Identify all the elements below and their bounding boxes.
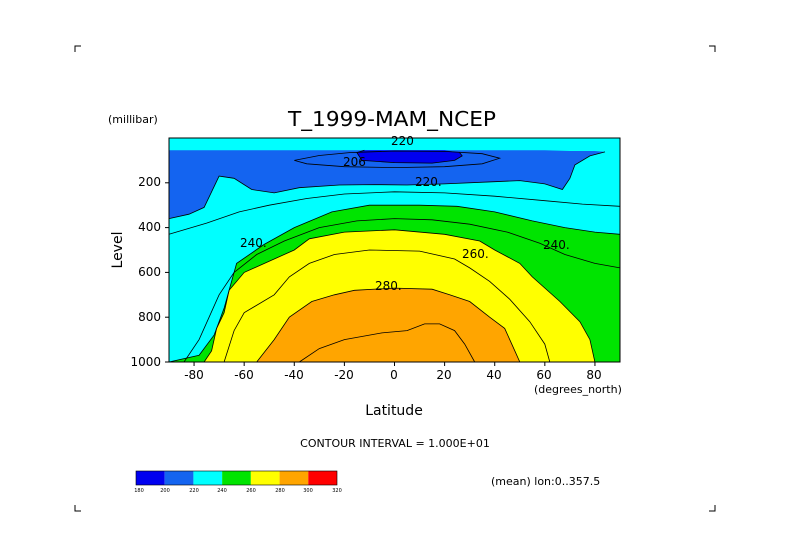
contour-labels: 220 206 220. 240. 260. 240. 280. [240,134,570,293]
contour-label-240-right: 240. [543,238,570,252]
y-tick-label: 800 [138,310,161,324]
contour-250 [183,218,621,363]
y-tick-label: 200 [138,175,161,189]
x-tick-label: -60 [234,368,254,382]
contour-210 [294,150,502,169]
filled-regions [169,150,620,362]
contour-label-220: 220. [415,175,442,189]
contour-label-240-left: 240. [240,236,267,250]
x-tick-label: -80 [184,368,204,382]
x-units-label: (degrees_north) [534,383,622,396]
region-280-290 [256,288,520,362]
colorbar-label: 300 [303,488,313,494]
contour-280 [256,287,521,363]
x-tick-label: 20 [436,368,451,382]
colorbar-box [250,471,280,485]
plot-area [168,137,621,363]
colorbar-frame [135,470,338,486]
contour-240 [168,204,621,363]
colorbar-label: 220 [189,488,199,494]
y-units-label: (millibar) [108,113,158,126]
contour-label-260: 260. [462,247,489,261]
y-axis-label: Level [110,232,126,269]
contour-260 [203,229,596,363]
contour-290 [299,323,476,363]
x-tick-label: 40 [486,368,501,382]
y-tick-label: 600 [138,265,161,279]
colorbar: 180 200 220 240 260 280 300 320 [134,470,342,494]
contour-206 [356,149,463,164]
y-axis: 200 400 600 800 1000 Level [110,175,169,369]
contour-lines [168,149,621,363]
colorbar-box [279,471,309,485]
x-tick-label: 60 [536,368,551,382]
contour-label-280: 280. [375,279,402,293]
contour-interval-text: CONTOUR INTERVAL = 1.000E+01 [300,437,490,450]
y-tick-label: 400 [138,220,161,234]
contour-label-206: 206 [343,155,366,169]
colorbar-box [222,471,251,485]
colorbar-label: 280 [275,488,285,494]
contour-220 [168,151,606,219]
x-tick-label: 0 [390,368,398,382]
y-tick-marks [165,182,169,363]
contour-label-220-top: 220 [391,134,414,148]
colorbar-label: 240 [217,488,227,494]
colorbar-box [308,471,337,485]
x-tick-label: -20 [334,368,354,382]
x-tick-marks [193,362,596,366]
colorbar-box [164,471,194,485]
corner-marks [74,45,716,512]
averaging-text: (mean) lon:0..357.5 [491,475,600,488]
colorbar-boxes [135,470,338,486]
x-axis-label: Latitude [365,403,423,419]
region-180-200 [356,150,463,164]
x-axis: -80 -60 -40 -20 0 20 40 60 80 (degrees_n… [184,362,622,419]
x-tick-label: 80 [586,368,601,382]
x-tick-label: -40 [284,368,304,382]
colorbar-box [136,471,165,485]
contour-230 [168,191,621,235]
chart-title: T_1999-MAM_NCEP [287,107,496,131]
y-tick-label: 1000 [130,355,161,369]
contour-270 [223,249,551,363]
colorbar-label: 260 [246,488,256,494]
colorbar-labels: 180 200 220 240 260 280 300 320 [134,488,342,494]
colorbar-label: 180 [134,488,144,494]
colorbar-box [193,471,223,485]
colorbar-label: 200 [160,488,170,494]
colorbar-label: 320 [332,488,342,494]
